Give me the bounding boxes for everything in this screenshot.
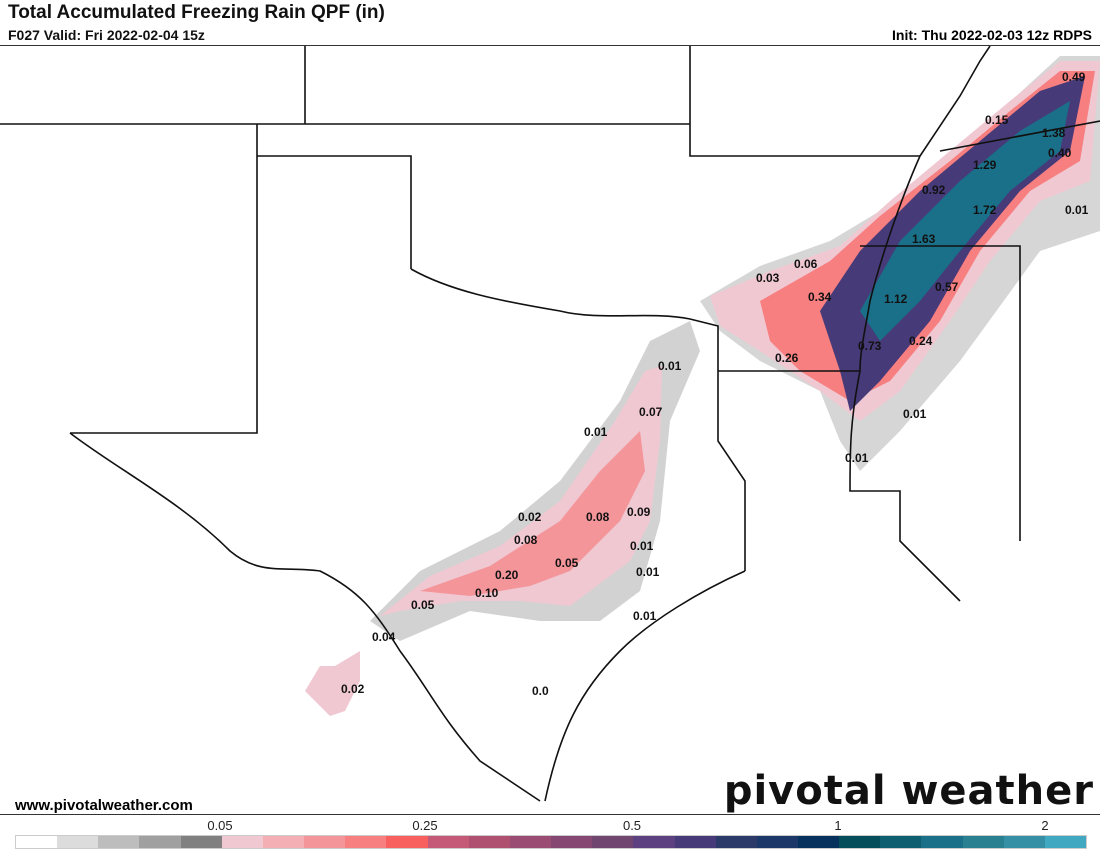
map-value-label: 0.01 [658,359,682,373]
colorbar-swatch [386,836,428,848]
map-value-label: 0.03 [756,271,780,285]
colorbar-swatch [427,836,469,848]
map-value-label: 0.02 [518,510,542,524]
map-value-label: 0.01 [903,407,927,421]
colorbar-swatch [551,836,593,848]
map-value-label: 0.20 [495,568,519,582]
colorbar-swatch [468,836,510,848]
map-value-label: 0.73 [858,339,882,353]
colorbar-swatch [304,836,346,848]
map-value-label: 0.01 [630,539,654,553]
map-value-label: 0.10 [475,586,499,600]
colorbar-tick: 0.5 [622,818,642,833]
valid-time: F027 Valid: Fri 2022-02-04 15z [8,27,205,43]
map-value-label: 1.29 [973,158,997,172]
colorbar-swatch [674,836,716,848]
map-value-label: 0.01 [584,425,608,439]
map-value-label: 0.57 [935,280,959,294]
colorbar-swatch [1003,836,1045,848]
map-value-label: 0.02 [341,682,365,696]
map-value-label: 0.01 [633,609,657,623]
colorbar-swatch [839,836,881,848]
map-value-label: 0.06 [794,257,818,271]
colorbar [15,835,1087,849]
map-value-label: 1.12 [884,292,908,306]
colorbar-swatch [262,836,305,848]
precip-pink-texas [380,366,662,616]
precip-west-blobs [305,651,360,716]
init-time: Init: Thu 2022-02-03 12z RDPS [892,27,1092,43]
colorbar-swatch [98,836,140,848]
colorbar-swatch [1044,836,1087,848]
colorbar-swatch [633,836,675,848]
precip-field [305,56,1100,716]
map-value-label: 1.63 [912,232,936,246]
map-value-label: 0.26 [775,351,799,365]
map-value-label: 0.04 [372,630,396,644]
precip-red-texas [420,431,645,596]
colorbar-swatch [221,836,263,848]
map-value-label: 0.01 [636,565,660,579]
map-value-label: 0.08 [514,533,538,547]
map-value-label: 0.08 [586,510,610,524]
colorbar-swatch [139,836,181,848]
colorbar-swatch [880,836,922,848]
colorbar-tick: 0.05 [207,818,233,833]
map-value-label: 0.92 [922,183,946,197]
colorbar-swatch [715,836,757,848]
map-value-label: 0.01 [845,451,869,465]
precip-teal-east [860,101,1070,341]
colorbar-tick: 1 [834,818,842,833]
pivotal-weather-logo: pivotal weather [723,768,1094,814]
colorbar-swatch [57,836,99,848]
map-value-label: 0.07 [639,405,663,419]
site-url[interactable]: www.pivotalweather.com [15,797,193,814]
value-labels: 0.49 0.15 1.38 0.40 1.29 0.92 1.72 0.01 1.63 0.06… [341,70,1089,698]
map-value-label: 0.15 [985,113,1009,127]
map-value-label: 0.24 [909,334,933,348]
colorbar-swatch [797,836,840,848]
freezing-rain-map: 0.49 0.15 1.38 0.40 1.29 0.92 1.72 0.01 1.63 0.06… [0,45,1100,815]
map-value-label: 0.49 [1062,70,1086,84]
colorbar-swatch [592,836,634,848]
map-value-label: 0.01 [1065,203,1089,217]
map-value-label: 1.72 [973,203,997,217]
state-borders [0,45,1100,802]
map-value-label: 0.09 [627,505,651,519]
map-value-label: 0.0 [532,684,549,698]
colorbar-swatch [345,836,387,848]
colorbar-swatch [16,836,58,848]
colorbar-tick: 0.25 [412,818,438,833]
colorbar-swatch [756,836,798,848]
map-value-label: 0.05 [555,556,579,570]
map-value-label: 0.40 [1048,146,1072,160]
colorbar-swatch [180,836,222,848]
map-title: Total Accumulated Freezing Rain QPF (in) [8,2,385,23]
colorbar-tick: 2 [1041,818,1049,833]
map-value-label: 1.38 [1042,126,1066,140]
colorbar-swatch [962,836,1004,848]
map-value-label: 0.34 [808,290,832,304]
colorbar-swatch [921,836,963,848]
map-value-label: 0.05 [411,598,435,612]
colorbar-swatch [509,836,552,848]
